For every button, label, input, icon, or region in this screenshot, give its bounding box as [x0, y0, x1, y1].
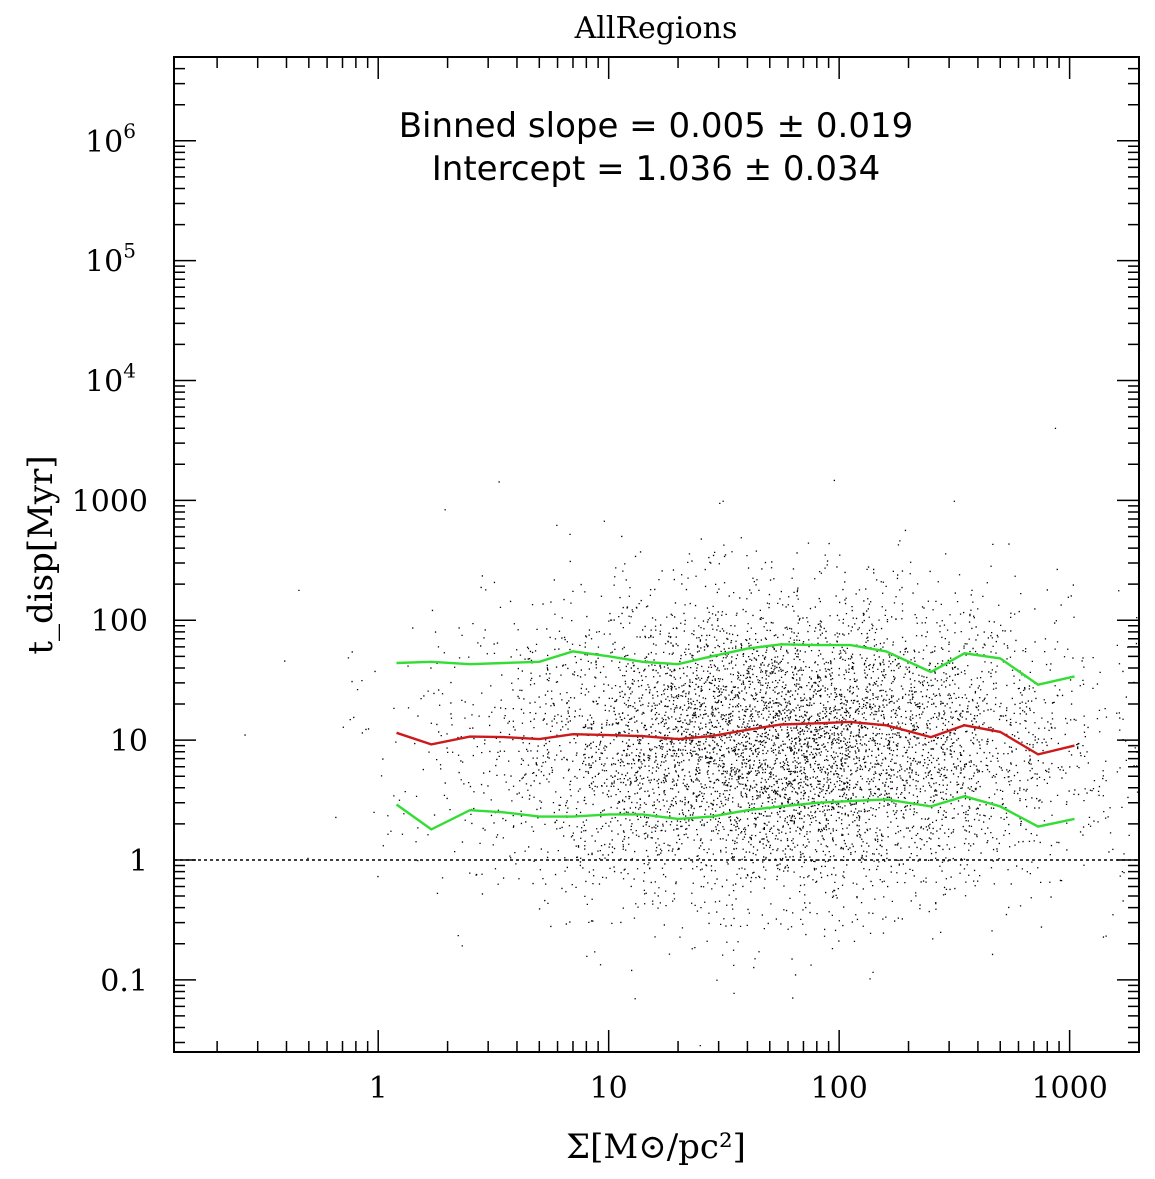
x-axis-label: Σ[M⊙/pc²] [566, 1127, 746, 1167]
y-tick-label: 1000 [72, 484, 148, 519]
x-tick-label: 10 [590, 1071, 628, 1106]
chart-title: AllRegions [574, 11, 738, 46]
axis-ticks [174, 56, 1140, 1052]
y-tick-label: 1 [129, 844, 148, 879]
series-line-lower [395, 795, 1075, 831]
y-tick-label: 0.1 [100, 964, 148, 999]
tick-labels: 1 10 100 1000 0.1 1 10 100 1000 104 105 106 [72, 119, 1108, 1106]
series-line-median [396, 720, 1075, 756]
tick-marks [174, 56, 1140, 1052]
y-tick-label: 105 [85, 239, 136, 280]
y-tick-label: 106 [85, 119, 136, 160]
plot-frame [173, 56, 1140, 1053]
y-tick-label: 104 [85, 359, 136, 400]
x-tick-label: 1000 [1031, 1071, 1107, 1106]
y-axis-label: t_disp[Myr] [21, 455, 61, 654]
slope-annotation: Binned slope = 0.005 ± 0.019 [399, 106, 914, 146]
intercept-annotation: Intercept = 1.036 ± 0.034 [432, 149, 880, 189]
x-tick-label: 100 [811, 1071, 868, 1106]
y-tick-label: 10 [110, 724, 148, 759]
x-tick-label: 1 [369, 1071, 388, 1106]
series-line-upper [396, 643, 1075, 686]
y-tick-label: 100 [91, 604, 148, 639]
series-lines [395, 643, 1075, 831]
